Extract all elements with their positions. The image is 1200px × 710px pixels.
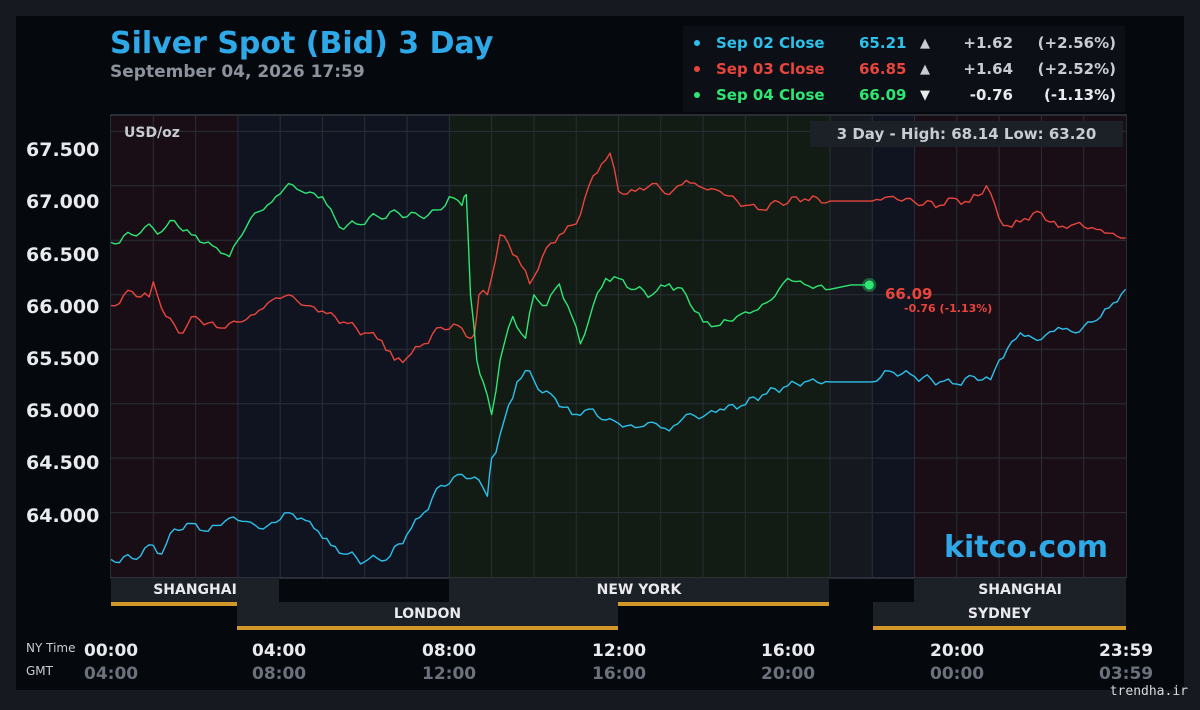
session-band bbox=[237, 116, 450, 577]
ny-time-label: NY Time bbox=[26, 641, 76, 655]
session-band bbox=[449, 116, 830, 577]
x-tick-gmt: 03:59 bbox=[1099, 664, 1154, 684]
y-tick-label: 65.500 bbox=[26, 348, 100, 370]
x-tick-gmt: 12:00 bbox=[422, 664, 477, 684]
up-arrow-icon: ▲ bbox=[920, 36, 930, 51]
y-tick-label: 64.500 bbox=[26, 452, 100, 474]
x-tick-gmt: 04:00 bbox=[84, 664, 139, 684]
current-change-label: -0.76 (-1.13%) bbox=[904, 302, 993, 315]
series-line bbox=[110, 182, 870, 416]
y-tick-label: 67.500 bbox=[26, 139, 100, 161]
x-tick-ny: 20:00 bbox=[930, 641, 985, 661]
session-label: SYDNEY bbox=[967, 606, 1032, 622]
unit-label: USD/oz bbox=[124, 125, 180, 141]
session-label: LONDON bbox=[393, 606, 462, 622]
brand-logo: kitco.com bbox=[944, 530, 1109, 565]
up-arrow-icon: ▲ bbox=[920, 62, 930, 77]
legend-change: -0.76 bbox=[969, 86, 1013, 104]
x-tick-ny: 16:00 bbox=[761, 641, 816, 661]
legend-percent: (-1.13%) bbox=[1044, 86, 1116, 104]
legend-label: Sep 02 Close bbox=[716, 34, 825, 52]
x-tick-ny: 12:00 bbox=[592, 641, 647, 661]
x-tick-ny: 00:00 bbox=[84, 641, 139, 661]
session-label: NEW YORK bbox=[596, 582, 682, 598]
series-line bbox=[110, 152, 1126, 364]
session-shanghai-next: SHANGHAI bbox=[914, 578, 1126, 606]
session-sydney: SYDNEY bbox=[873, 602, 1126, 630]
legend-item-sep04: Sep 04 Close 66.09 ▼ -0.76 (-1.13%) bbox=[683, 82, 1125, 108]
x-tick-gmt: 16:00 bbox=[592, 664, 647, 684]
y-tick-label: 66.500 bbox=[26, 244, 100, 266]
legend-dot bbox=[694, 40, 700, 46]
session-shanghai: SHANGHAI bbox=[111, 578, 279, 606]
session-band bbox=[872, 116, 915, 577]
high-low-label: 3 Day - High: 68.14 Low: 63.20 bbox=[810, 121, 1123, 147]
legend-label: Sep 03 Close bbox=[716, 60, 825, 78]
legend-dot bbox=[694, 92, 700, 98]
series-line bbox=[110, 288, 1127, 565]
y-tick-label: 64.000 bbox=[26, 505, 100, 527]
current-price-label: 66.09 bbox=[885, 285, 933, 303]
x-tick-ny: 08:00 bbox=[422, 641, 477, 661]
x-tick-ny: 23:59 bbox=[1099, 641, 1154, 661]
legend-value: 65.21 bbox=[859, 34, 907, 52]
session-band bbox=[111, 116, 238, 577]
session-band bbox=[829, 116, 873, 577]
legend-value: 66.85 bbox=[859, 60, 907, 78]
legend-label: Sep 04 Close bbox=[716, 86, 825, 104]
legend-item-sep02: Sep 02 Close 65.21 ▲ +1.62 (+2.56%) bbox=[683, 30, 1125, 56]
y-tick-label: 66.000 bbox=[26, 296, 100, 318]
session-new-york: NEW YORK bbox=[449, 578, 829, 606]
x-tick-gmt: 08:00 bbox=[252, 664, 307, 684]
watermark: trendha.ir bbox=[1109, 684, 1188, 699]
x-tick-gmt: 20:00 bbox=[761, 664, 816, 684]
session-band bbox=[914, 116, 1126, 577]
current-price-marker bbox=[864, 280, 874, 290]
chart-title: Silver Spot (Bid) 3 Day bbox=[110, 26, 494, 61]
legend-percent: (+2.56%) bbox=[1037, 34, 1116, 52]
session-label: SHANGHAI bbox=[978, 582, 1062, 598]
x-tick-gmt: 00:00 bbox=[930, 664, 985, 684]
down-arrow-icon: ▼ bbox=[920, 88, 930, 103]
y-tick-label: 67.000 bbox=[26, 191, 100, 213]
legend-item-sep03: Sep 03 Close 66.85 ▲ +1.64 (+2.52%) bbox=[683, 56, 1125, 82]
legend-change: +1.62 bbox=[963, 34, 1013, 52]
chart-timestamp: September 04, 2026 17:59 bbox=[110, 62, 365, 82]
legend-percent: (+2.52%) bbox=[1037, 60, 1116, 78]
x-tick-ny: 04:00 bbox=[252, 641, 307, 661]
y-tick-label: 65.000 bbox=[26, 400, 100, 422]
legend: Sep 02 Close 65.21 ▲ +1.62 (+2.56%) Sep … bbox=[683, 26, 1125, 112]
session-london: LONDON bbox=[237, 602, 618, 630]
legend-value: 66.09 bbox=[859, 86, 907, 104]
legend-dot bbox=[694, 66, 700, 72]
session-label: SHANGHAI bbox=[153, 582, 237, 598]
legend-change: +1.64 bbox=[963, 60, 1013, 78]
gmt-label: GMT bbox=[26, 664, 53, 678]
